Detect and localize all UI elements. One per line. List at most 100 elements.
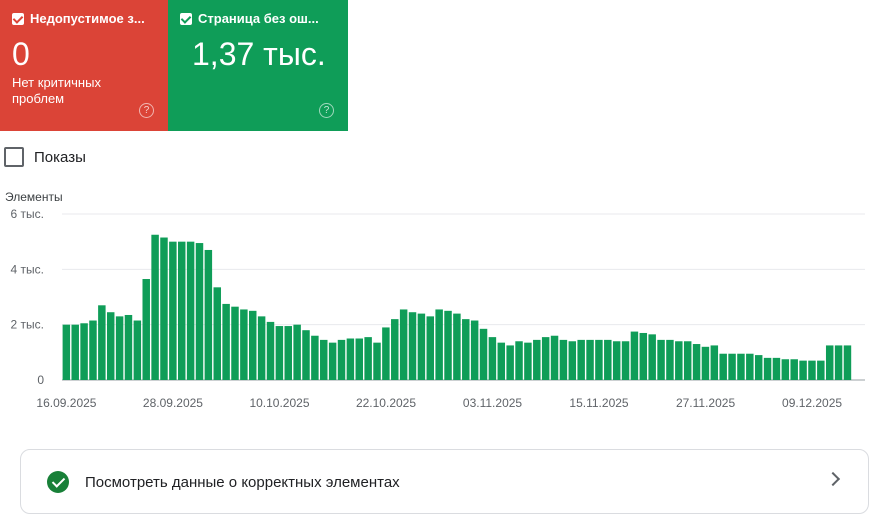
chart-bar[interactable] xyxy=(462,319,470,380)
chart-bar[interactable] xyxy=(728,353,736,380)
checkbox-checked-icon[interactable] xyxy=(12,12,24,25)
chart-bar[interactable] xyxy=(479,328,488,380)
help-icon[interactable]: ? xyxy=(139,103,154,118)
chart-bar[interactable] xyxy=(106,312,115,380)
chart-bar[interactable] xyxy=(355,338,363,381)
chart-bar[interactable] xyxy=(515,341,523,380)
chart-bar[interactable] xyxy=(169,241,177,380)
chart-bar[interactable] xyxy=(399,309,408,380)
chart-bar[interactable] xyxy=(160,237,168,380)
chart-bar[interactable] xyxy=(311,335,319,380)
chart-bar[interactable] xyxy=(595,339,603,380)
chart-bar[interactable] xyxy=(799,360,807,380)
invalid-items-header[interactable]: Недопустимое з... xyxy=(12,11,145,26)
valid-items-card[interactable]: Страница без ош... 1,37 тыс. ? xyxy=(168,0,348,131)
chart-bar[interactable] xyxy=(506,345,514,380)
chart-bar[interactable] xyxy=(772,357,781,380)
chart-bar[interactable] xyxy=(524,342,532,380)
chart-bar[interactable] xyxy=(426,316,435,380)
chart-bar[interactable] xyxy=(417,313,426,380)
invalid-items-card[interactable]: Недопустимое з... 0 Нет критичных пробле… xyxy=(0,0,168,131)
chart-bar[interactable] xyxy=(124,314,133,380)
chart-bar[interactable] xyxy=(89,320,97,380)
chart-bar[interactable] xyxy=(790,359,798,380)
chart-bar[interactable] xyxy=(346,338,355,381)
chart-bar[interactable] xyxy=(550,335,559,380)
chart-bar[interactable] xyxy=(249,310,257,380)
chart-bar[interactable] xyxy=(568,341,577,380)
valid-items-header[interactable]: Страница без ош... xyxy=(180,11,319,26)
chart-bar[interactable] xyxy=(586,339,594,380)
chart-bar[interactable] xyxy=(621,341,630,380)
chart-bar[interactable] xyxy=(746,353,754,380)
chart-bar[interactable] xyxy=(533,339,541,380)
chart-bar[interactable] xyxy=(559,339,568,380)
chart-bar[interactable] xyxy=(142,279,150,380)
chart-bar[interactable] xyxy=(302,330,310,380)
chart-bar[interactable] xyxy=(577,339,585,380)
chart-bar[interactable] xyxy=(284,326,292,380)
chart-bar[interactable] xyxy=(488,337,497,380)
chart-bar[interactable] xyxy=(612,341,621,380)
chart-bar[interactable] xyxy=(133,320,142,380)
chart-bar[interactable] xyxy=(781,359,790,380)
chart-bar[interactable] xyxy=(382,327,390,380)
chart-bar[interactable] xyxy=(710,345,719,380)
chart-bar[interactable] xyxy=(604,339,612,380)
checkbox-checked-icon[interactable] xyxy=(180,12,192,25)
chart-bar[interactable] xyxy=(62,324,71,380)
chart-bar[interactable] xyxy=(648,334,656,380)
chart-bar[interactable] xyxy=(337,339,346,380)
chart-bar[interactable] xyxy=(683,341,692,380)
chart-bar[interactable] xyxy=(364,337,372,380)
chart-bar[interactable] xyxy=(231,306,239,380)
view-valid-items-link[interactable]: Посмотреть данные о корректных элементах xyxy=(20,449,869,514)
chart-bar[interactable] xyxy=(257,316,266,380)
chart-bar[interactable] xyxy=(444,310,452,380)
chart-bar[interactable] xyxy=(98,305,106,380)
chart-bar[interactable] xyxy=(808,360,816,380)
chart-bar[interactable] xyxy=(541,337,550,380)
chart-bar[interactable] xyxy=(470,320,479,380)
chart-bar[interactable] xyxy=(754,355,763,380)
chart-bar[interactable] xyxy=(817,360,825,380)
chart-bar[interactable] xyxy=(373,342,381,380)
chart-bar[interactable] xyxy=(719,353,727,380)
chart-bar[interactable] xyxy=(391,319,399,380)
chart-bar[interactable] xyxy=(320,339,328,380)
chart-bar[interactable] xyxy=(666,339,674,380)
checkbox-unchecked-icon[interactable] xyxy=(4,147,24,167)
chart-bar[interactable] xyxy=(497,342,506,380)
chart-bar[interactable] xyxy=(177,241,186,380)
chart-bar[interactable] xyxy=(435,309,443,380)
chart-bar[interactable] xyxy=(213,287,221,380)
chart-bar[interactable] xyxy=(328,342,337,380)
chart-bar[interactable] xyxy=(737,353,745,380)
chart-bar[interactable] xyxy=(843,345,852,380)
chart-bar[interactable] xyxy=(293,324,301,380)
chart-bar[interactable] xyxy=(240,309,248,380)
impressions-toggle[interactable]: Показы xyxy=(4,147,86,167)
chart-bar[interactable] xyxy=(204,249,213,380)
chart-bar[interactable] xyxy=(453,313,461,380)
chart-bar[interactable] xyxy=(186,241,195,380)
chart-bar[interactable] xyxy=(275,326,284,380)
chart-bar[interactable] xyxy=(675,341,683,380)
chart-bar[interactable] xyxy=(195,243,204,380)
chart-bar[interactable] xyxy=(701,346,710,380)
chart-bar[interactable] xyxy=(834,345,843,380)
help-icon[interactable]: ? xyxy=(319,103,334,118)
chart-bar[interactable] xyxy=(763,357,772,380)
chart-bar[interactable] xyxy=(115,316,124,380)
chart-bar[interactable] xyxy=(80,323,88,380)
chart-bar[interactable] xyxy=(71,324,79,380)
chart-bar[interactable] xyxy=(657,339,665,380)
chart-bar[interactable] xyxy=(151,234,159,380)
chart-bar[interactable] xyxy=(408,312,417,380)
chart-bar[interactable] xyxy=(692,344,701,380)
chart-bar[interactable] xyxy=(639,332,648,380)
chart-bar[interactable] xyxy=(825,345,834,380)
chart-bar[interactable] xyxy=(630,331,639,380)
chart-bar[interactable] xyxy=(266,321,275,380)
chart-bar[interactable] xyxy=(222,303,230,380)
